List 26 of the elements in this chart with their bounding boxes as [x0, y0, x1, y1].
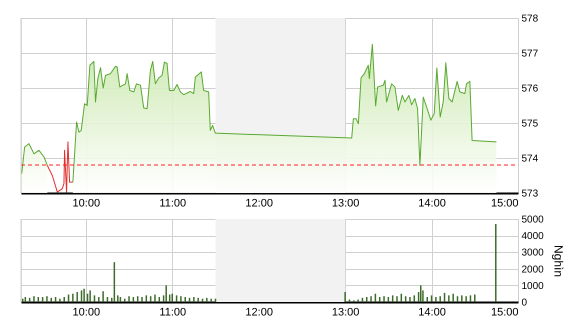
- x-tick-label: 14:00: [418, 306, 446, 318]
- x-tick-label: 11:00: [159, 306, 186, 318]
- x-tick-label: 10:00: [72, 198, 100, 210]
- y-tick-label: 5000: [522, 214, 544, 226]
- x-tick-label: 14:00: [418, 198, 446, 210]
- y-tick-label: 573: [522, 188, 539, 200]
- y-tick-label: 576: [522, 84, 539, 94]
- y-axis-title: Nghìn: [552, 244, 566, 278]
- x-tick-label: 13:00: [332, 198, 360, 210]
- y-tick-label: 1000: [522, 280, 544, 292]
- y-tick-label: 3000: [522, 248, 544, 259]
- x-tick-label: 13:00: [332, 306, 360, 318]
- y-tick-label: 577: [522, 48, 539, 60]
- line-series: [46, 141, 74, 192]
- y-tick-label: 4000: [522, 231, 544, 242]
- y-tick-label: 0: [522, 298, 528, 308]
- x-tick-label: 15:00: [490, 198, 518, 210]
- y-tick-label: 2000: [522, 264, 544, 276]
- y-tick-label: 575: [522, 118, 539, 130]
- y-tick-label: 578: [522, 14, 539, 24]
- x-tick-label: 15:00: [490, 306, 518, 318]
- x-tick-label: 10:00: [72, 306, 100, 318]
- x-tick-label: 12:00: [245, 306, 273, 318]
- x-tick-label: 12:00: [245, 198, 273, 210]
- x-tick-label: 11:00: [159, 198, 186, 210]
- y-tick-label: 574: [522, 154, 539, 164]
